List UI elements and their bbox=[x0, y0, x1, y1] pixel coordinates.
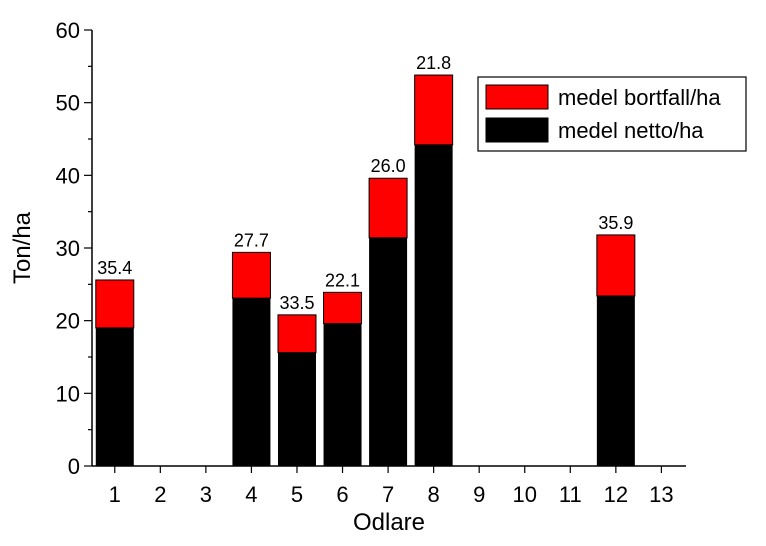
x-tick-label: 3 bbox=[200, 482, 212, 507]
bar-bortfall bbox=[596, 234, 636, 297]
legend-label: medel netto/ha bbox=[558, 118, 704, 143]
y-tick-label: 50 bbox=[56, 91, 80, 116]
bar-netto bbox=[596, 295, 635, 466]
x-tick-label: 12 bbox=[604, 482, 628, 507]
x-tick-label: 7 bbox=[382, 482, 394, 507]
x-tick-label: 6 bbox=[336, 482, 348, 507]
legend: medel bortfall/ha medel netto/ha bbox=[477, 76, 747, 152]
bar-netto bbox=[232, 298, 271, 466]
x-tick-label: 5 bbox=[291, 482, 303, 507]
bar-data-label: 35.9 bbox=[598, 213, 633, 233]
bar-bortfall bbox=[414, 74, 454, 146]
bar-netto bbox=[369, 237, 408, 466]
bar-data-label: 27.7 bbox=[234, 230, 269, 250]
legend-swatch bbox=[485, 117, 549, 143]
y-tick-label: 0 bbox=[68, 454, 80, 479]
y-tick-label: 40 bbox=[56, 163, 80, 188]
x-tick-label: 8 bbox=[428, 482, 440, 507]
bar-bortfall bbox=[277, 314, 317, 354]
bar-data-label: 21.8 bbox=[416, 53, 451, 73]
x-tick-label: 1 bbox=[109, 482, 121, 507]
bar-data-label: 33.5 bbox=[279, 293, 314, 313]
x-tick-label: 10 bbox=[513, 482, 537, 507]
x-tick-label: 2 bbox=[154, 482, 166, 507]
x-tick-label: 11 bbox=[559, 482, 582, 507]
bar-netto bbox=[277, 352, 316, 466]
x-tick-label: 13 bbox=[649, 482, 673, 507]
bars bbox=[95, 74, 636, 466]
bar-data-label: 35.4 bbox=[97, 258, 132, 278]
x-tick-label: 4 bbox=[245, 482, 257, 507]
bar-netto bbox=[323, 323, 362, 466]
x-axis-title: Odlare bbox=[353, 509, 425, 536]
y-tick-label: 60 bbox=[56, 18, 80, 43]
bar-data-label: 26.0 bbox=[371, 156, 406, 176]
y-tick-label: 30 bbox=[56, 236, 80, 261]
bar-bortfall bbox=[368, 177, 408, 239]
y-tick-label: 10 bbox=[56, 381, 80, 406]
bar-bortfall bbox=[323, 291, 363, 325]
bar-netto bbox=[414, 144, 453, 466]
bar-data-label: 22.1 bbox=[325, 270, 360, 290]
bar-bortfall bbox=[231, 251, 271, 299]
legend-swatch bbox=[485, 84, 549, 110]
bar-bortfall bbox=[95, 279, 135, 329]
y-axis-title: Ton/ha bbox=[9, 211, 36, 284]
y-tick-label: 20 bbox=[56, 309, 80, 334]
bar-labels: 35.4 27.7 33.5 22.1 26.0 21.8 35.9 bbox=[97, 53, 633, 313]
bar-netto bbox=[95, 327, 134, 466]
x-tick-label: 9 bbox=[473, 482, 485, 507]
legend-label: medel bortfall/ha bbox=[558, 85, 721, 110]
